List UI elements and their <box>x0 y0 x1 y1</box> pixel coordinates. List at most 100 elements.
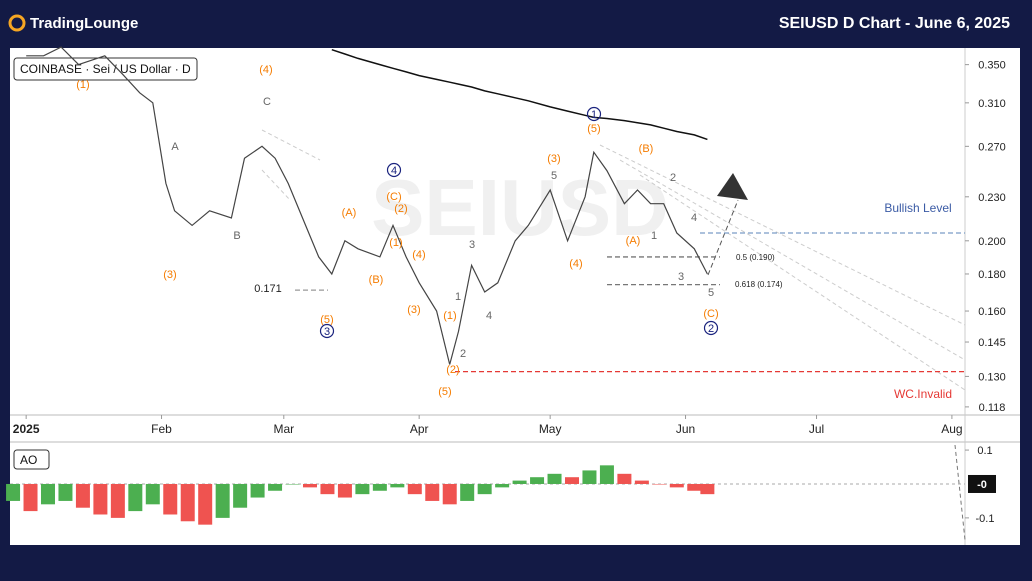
wave-label: 2 <box>670 172 676 184</box>
wave-label: (C) <box>703 308 718 320</box>
symbol-box <box>13 57 198 81</box>
y-tick-label: 0.270 <box>978 141 1006 153</box>
ao-bar <box>233 483 248 508</box>
projection <box>707 199 739 276</box>
y-tick-label: 0.160 <box>978 306 1006 318</box>
ao-bar <box>652 483 667 485</box>
ao-bar <box>355 483 370 495</box>
wave-label: 2 <box>708 323 714 335</box>
x-tick-label: Apr <box>410 422 429 436</box>
ao-bar <box>285 483 300 485</box>
wave-label: 1 <box>455 291 461 303</box>
y-tick-label: 0.350 <box>978 60 1006 72</box>
last-value-badge <box>968 474 996 493</box>
ao-bar <box>700 483 715 495</box>
ao-bar <box>477 483 492 495</box>
y-tick-label: 0.200 <box>978 236 1006 248</box>
wave-label: 3 <box>324 326 330 338</box>
ao-bar <box>180 483 195 522</box>
indicator-label: AO <box>20 453 37 467</box>
wave-label: 5 <box>551 170 557 182</box>
ao-bar <box>250 483 265 498</box>
ao-bar <box>687 483 702 491</box>
ao-bar <box>337 483 352 498</box>
ao-bar <box>302 483 317 488</box>
y-tick-label: 0.230 <box>978 192 1006 204</box>
wave-label: (1) <box>389 237 402 249</box>
wave-label: (3) <box>547 153 560 165</box>
ao-bar <box>215 483 230 518</box>
wave-label: (3) <box>163 269 176 281</box>
price-line <box>26 46 708 365</box>
wave-label: 5 <box>708 287 714 299</box>
ao-bar <box>512 480 527 484</box>
ao-bar <box>6 483 21 501</box>
ao-bar <box>460 483 475 501</box>
ao-bar <box>198 483 213 525</box>
wave-circle <box>319 323 335 339</box>
chart-title: SEIUSD D Chart - June 6, 2025 <box>779 15 1010 32</box>
x-tick-label: Jun <box>676 422 695 436</box>
ao-bar <box>634 480 649 484</box>
y-tick-label: 0.145 <box>978 337 1006 349</box>
wave-label: C <box>263 96 271 108</box>
x-tick-label: 2025 <box>13 422 40 436</box>
wave-label: 0.618 (0.174) <box>735 280 783 289</box>
wave-label: 2 <box>460 348 466 360</box>
wave-label: (3) <box>407 304 420 316</box>
price-line <box>331 48 708 141</box>
wave-circle <box>386 162 402 178</box>
level-label: WC.Invalid <box>894 387 952 401</box>
y-tick-label: 0.118 <box>979 402 1006 414</box>
ao-bar <box>128 483 143 512</box>
y-tick-label: 0.180 <box>978 269 1006 281</box>
watermark: SEIUSD <box>371 163 669 252</box>
wave-label: 3 <box>469 239 475 251</box>
channel-lines <box>261 129 966 391</box>
ao-bar <box>669 483 684 488</box>
wave-label: 0.5 (0.190) <box>736 253 775 262</box>
ao-bar <box>93 483 108 515</box>
wave-label: (2) <box>394 203 407 215</box>
ao-bar <box>442 483 457 505</box>
ao-bar <box>58 483 73 501</box>
y-tick-label: -0.1 <box>976 513 995 525</box>
wave-label: (A) <box>626 235 641 247</box>
ao-bar <box>163 483 178 515</box>
ao-bar <box>582 470 597 484</box>
wave-label: (B) <box>639 143 654 155</box>
wave-label: A <box>171 141 179 153</box>
wave-label: 1 <box>651 230 657 242</box>
wave-label: B <box>233 230 240 242</box>
wave-label: (5) <box>320 314 333 326</box>
x-tick-label: Jul <box>809 422 824 436</box>
wave-label: (1) <box>76 79 89 91</box>
last-value: -0 <box>977 479 987 491</box>
level-label: Bullish Level <box>884 201 951 215</box>
wave-circle <box>703 320 719 336</box>
wave-label: (2) <box>446 364 459 376</box>
x-tick-label: May <box>539 422 562 436</box>
wave-label: 4 <box>691 212 697 224</box>
wave-label: (B) <box>369 274 384 286</box>
x-tick-label: Aug <box>941 422 962 436</box>
wave-label: 4 <box>486 310 492 322</box>
x-tick-label: Feb <box>151 422 172 436</box>
ao-bar <box>425 483 440 501</box>
chart-panel <box>10 48 1020 545</box>
ao-bar <box>110 483 125 518</box>
ao-bar <box>75 483 90 508</box>
wave-label: 3 <box>678 271 684 283</box>
indicator-box <box>13 449 50 470</box>
ao-bar <box>320 483 335 495</box>
y-tick-label: 0.130 <box>978 371 1006 383</box>
ao-bar <box>617 473 632 484</box>
ao-bar <box>145 483 160 505</box>
x-tick-label: Mar <box>273 422 294 436</box>
y-tick-label: 0.310 <box>978 98 1006 110</box>
wave-label: 4 <box>391 165 397 177</box>
wave-label: (4) <box>259 64 272 76</box>
wave-label: (1) <box>443 310 456 322</box>
